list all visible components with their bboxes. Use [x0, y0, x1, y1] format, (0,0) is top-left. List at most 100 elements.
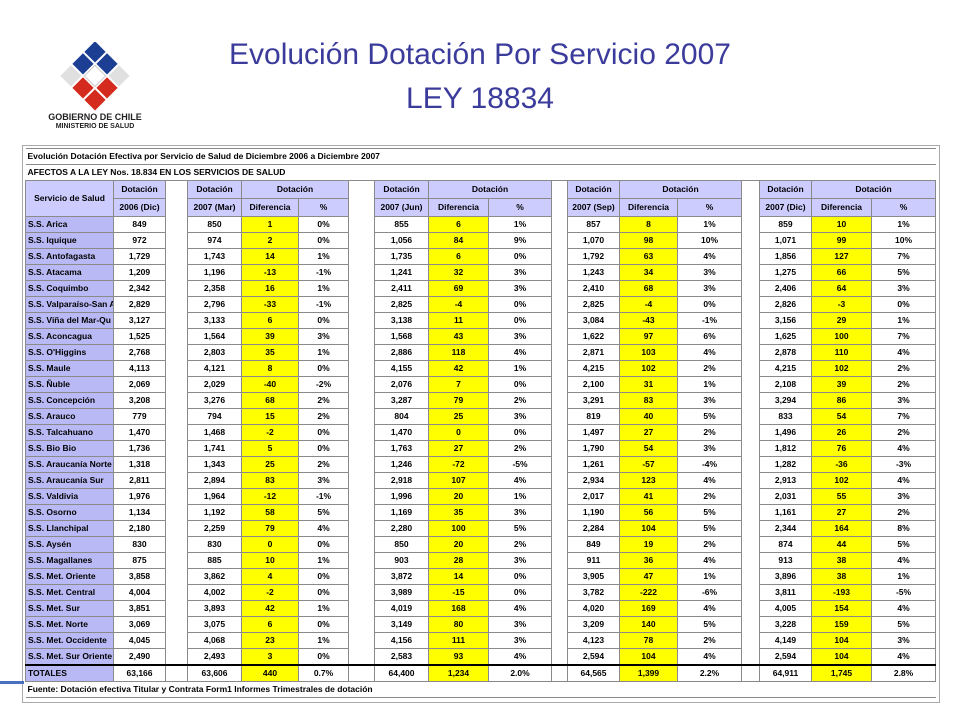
gap: [165, 180, 188, 217]
gap: [165, 456, 188, 473]
cell: 3%: [488, 616, 552, 633]
data-row: S.S. Magallanes 875 885 10 1% 903 28 3% 911 36 4% 9…: [25, 552, 937, 569]
cell: 5%: [870, 264, 937, 281]
gap: [741, 344, 760, 361]
cell: 1,470: [374, 424, 429, 441]
difference: 38: [811, 568, 872, 585]
gap: [165, 488, 188, 505]
gap: [165, 328, 188, 345]
difference: 169: [619, 600, 678, 617]
gap: [741, 360, 760, 377]
table-note: AFECTOS A LA LEY Nos. 18.834 EN LOS SERV…: [25, 164, 936, 181]
header-cell: Dotación: [187, 180, 242, 199]
difference: 66: [811, 264, 872, 281]
cell: 1%: [870, 312, 937, 329]
cell: 3,133: [187, 312, 242, 329]
gap: [741, 296, 760, 313]
header-cell: 2007 (Jun): [374, 198, 429, 217]
difference: 93: [428, 648, 489, 666]
cell: 794: [187, 408, 242, 425]
cell: 4%: [870, 552, 937, 569]
data-row: S.S. Iquique 972 974 2 0% 1,056 84 9% 1,070 98 10%…: [25, 232, 937, 249]
difference: 10: [811, 216, 872, 233]
cell: 833: [759, 408, 812, 425]
data-row: S.S. Met. Norte 3,069 3,075 6 0% 3,149 80 3% 3,2…: [25, 616, 937, 633]
cell: 1,856: [759, 248, 812, 265]
gap: [165, 632, 188, 649]
header-cell: Diferencia: [241, 198, 299, 217]
cell: 1,996: [374, 488, 429, 505]
cell: 2,076: [374, 376, 429, 393]
difference: 68: [241, 392, 299, 409]
difference: 8: [241, 360, 299, 377]
difference: 42: [428, 360, 489, 377]
difference: 44: [811, 536, 872, 553]
source-row: Fuente: Dotación efectiva Titular y Cont…: [25, 681, 936, 698]
header-cell: 2007 (Mar): [187, 198, 242, 217]
cell: 1,196: [187, 264, 242, 281]
cell: 4,020: [567, 600, 620, 617]
cell: 2,825: [374, 296, 429, 313]
cell: 2,594: [759, 648, 812, 666]
cell: 819: [567, 408, 620, 425]
cell: 0%: [298, 360, 349, 377]
cell: 0%: [488, 312, 552, 329]
cell: 2,583: [374, 648, 429, 666]
difference: -12: [241, 488, 299, 505]
cell: 1,261: [567, 456, 620, 473]
totals-row: TOTALES 63,166 63,606 440 0.7% 64,400 1,234 2.0…: [25, 664, 937, 682]
cell: 830: [113, 536, 166, 553]
gap: [348, 344, 375, 361]
gap: [741, 664, 760, 682]
cell: 2%: [488, 440, 552, 457]
gap: [741, 648, 760, 665]
cell: 3,208: [113, 392, 166, 409]
cell: 4,005: [759, 600, 812, 617]
data-row: S.S. Araucanía Norte 1,318 1,343 25 2% 1,246-…: [25, 456, 937, 473]
cell: 2,493: [187, 648, 242, 666]
cell: 4%: [870, 344, 937, 361]
row-name: S.S. O'Higgins: [25, 344, 114, 361]
cell: 1,729: [113, 248, 166, 265]
gap: [551, 440, 568, 457]
difference: 103: [619, 344, 678, 361]
difference: 102: [811, 472, 872, 489]
gap: [741, 376, 760, 393]
data-row: S.S. Arica 849 850 1 0% 855 6 1% 857 8 1% 859 10 1%: [25, 216, 937, 233]
gap: [551, 472, 568, 489]
data-row: S.S. Maule 4,113 4,121 8 0% 4,155 42 1% 4,215 102…: [25, 360, 937, 377]
cell: 2,069: [113, 376, 166, 393]
cell: 2,490: [113, 648, 166, 666]
gap: [741, 232, 760, 249]
cell: 5%: [298, 504, 349, 521]
difference: 54: [619, 440, 678, 457]
difference: 47: [619, 568, 678, 585]
gap: [551, 456, 568, 473]
data-row: S.S. Met. Sur Oriente 2,490 2,493 3 0% 2,583 9…: [25, 648, 937, 666]
table: Evolución Dotación Efectiva por Servicio…: [25, 148, 937, 698]
cell: 1,792: [567, 248, 620, 265]
gap: [741, 600, 760, 617]
gap: [165, 264, 188, 281]
cell: 1,134: [113, 504, 166, 521]
gap: [551, 408, 568, 425]
gap: [348, 232, 375, 249]
data-row: S.S. Llanchipal 2,180 2,259 79 4% 2,280 100 5% 2…: [25, 520, 937, 537]
row-name: S.S. Met. Norte: [25, 616, 114, 633]
page-title: Evolución Dotación Por Servicio 2007: [229, 38, 731, 71]
cell: 2,871: [567, 344, 620, 361]
difference: -4: [428, 296, 489, 313]
header-cell: Dotación: [374, 180, 429, 199]
cell: 0%: [488, 584, 552, 601]
row-name: S.S. Arauco: [25, 408, 114, 425]
gap: [551, 248, 568, 265]
difference: 104: [619, 648, 678, 666]
cell: 1,071: [759, 232, 812, 249]
difference: -57: [619, 456, 678, 473]
gap: [348, 248, 375, 265]
difference: 118: [428, 344, 489, 361]
difference: 8: [619, 216, 678, 233]
gap: [741, 504, 760, 521]
cell: 64,400: [374, 664, 429, 682]
gap: [348, 360, 375, 377]
